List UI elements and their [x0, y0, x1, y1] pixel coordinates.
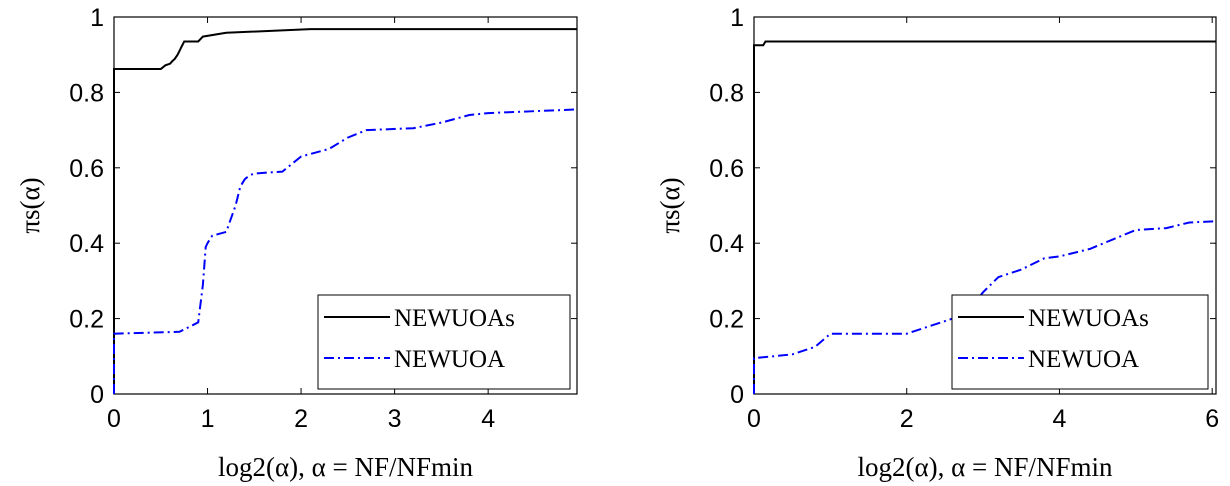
- legend-box: [951, 294, 1209, 390]
- y-tick-label: 0.2: [69, 306, 104, 334]
- x-tick-label: 4: [481, 405, 495, 433]
- series-line-newuoas: [753, 40, 1216, 394]
- legend-box: [317, 294, 571, 390]
- x-tick-label: 0: [747, 405, 761, 433]
- y-tick-label: 0.2: [709, 306, 744, 334]
- legend-label-newuoas: NEWUOAs: [1028, 305, 1149, 332]
- series-line-newuoa: [113, 108, 578, 394]
- y-tick-label: 0: [730, 381, 744, 409]
- x-tick-label: 0: [107, 405, 121, 433]
- legend: NEWUOAs NEWUOA: [951, 294, 1209, 390]
- y-tick-label: 0.4: [69, 230, 104, 258]
- x-axis-label: log2(α), α = NF/NFmin: [218, 452, 474, 482]
- y-tick-label: 1: [730, 4, 744, 32]
- x-tick-label: 2: [294, 405, 308, 433]
- series-line-newuoas: [113, 28, 577, 394]
- x-tick-label: 2: [900, 405, 914, 433]
- legend: NEWUOAs NEWUOA: [317, 294, 571, 390]
- series-line-newuoa: [753, 220, 1217, 394]
- x-tick-label: 1: [201, 405, 215, 433]
- y-tick-label: 0.8: [709, 79, 744, 107]
- y-tick-label: 0.4: [709, 230, 744, 258]
- y-tick-label: 0.8: [69, 79, 104, 107]
- x-tick-label: 6: [1205, 405, 1219, 433]
- legend-label-newuoa: NEWUOA: [394, 346, 505, 373]
- x-tick-label: 3: [388, 405, 402, 433]
- y-tick-label: 1: [90, 4, 104, 32]
- y-axis-label: πs(α): [655, 177, 685, 233]
- x-axis-label: log2(α), α = NF/NFmin: [857, 452, 1113, 482]
- x-tick-label: 4: [1053, 405, 1067, 433]
- y-tick-label: 0: [90, 381, 104, 409]
- legend-label-newuoa: NEWUOA: [1028, 346, 1139, 373]
- chart-panel-2: 0 2 4 6 0 0.2 0.4 0.6 0.8 1 log2(α), α = NF/NFmin π…: [655, 4, 1219, 482]
- legend-label-newuoas: NEWUOAs: [394, 305, 515, 332]
- y-tick-label: 0.6: [69, 155, 104, 183]
- y-tick-label: 0.6: [709, 155, 744, 183]
- y-axis-label: πs(α): [15, 177, 45, 233]
